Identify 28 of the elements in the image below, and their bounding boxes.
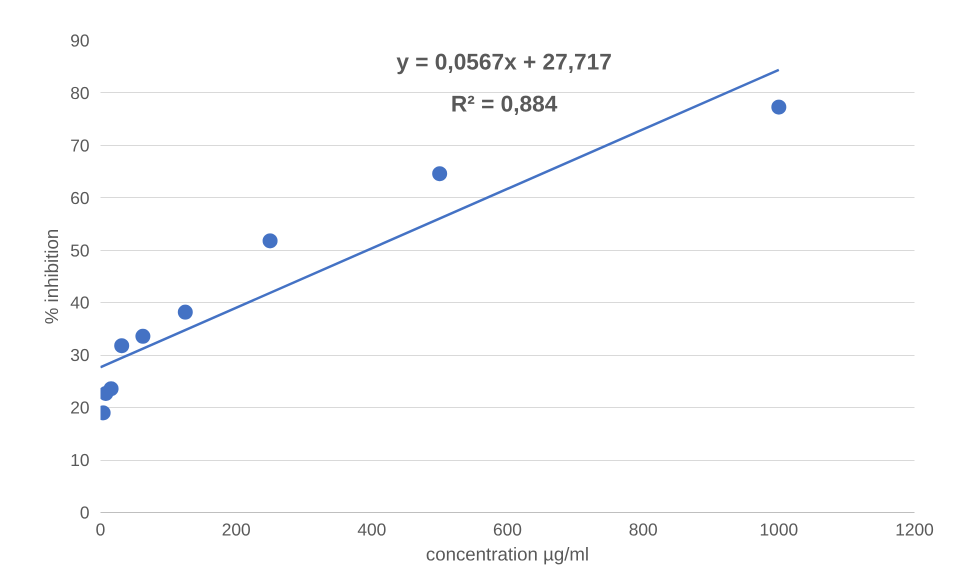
y-tick-label: 30: [70, 345, 90, 366]
annotation: y = 0,0567x + 27,717: [396, 48, 612, 74]
x-tick-label: 0: [96, 520, 106, 540]
y-tick-label: 10: [70, 450, 90, 470]
x-tick-label: 800: [628, 520, 658, 540]
x-tick-label: 1200: [895, 520, 934, 540]
point: [135, 328, 150, 344]
x-axis-title: concentration µg/ml: [426, 544, 590, 564]
x-tick-label: 1000: [760, 520, 798, 540]
x-tick-label: 200: [222, 520, 251, 540]
annotation: R² = 0,884: [450, 90, 558, 116]
y-tick-label: 70: [70, 135, 90, 156]
y-tick-label: 20: [70, 398, 90, 418]
y-tick-label: 50: [70, 240, 90, 260]
y-tick-label: 60: [70, 188, 90, 208]
point: [432, 166, 448, 182]
y-tick-label: 0: [80, 502, 90, 522]
point: [104, 381, 119, 396]
point: [262, 233, 278, 248]
y-axis-title: % inhibition: [41, 228, 62, 324]
y-tick-label: 90: [70, 30, 90, 50]
point: [178, 304, 193, 320]
y-tick-label: 40: [70, 292, 90, 313]
y-tick-label: 80: [70, 82, 90, 103]
x-tick-label: 400: [357, 520, 386, 540]
point: [771, 100, 786, 115]
point: [114, 338, 130, 354]
x-tick-label: 600: [493, 520, 522, 540]
